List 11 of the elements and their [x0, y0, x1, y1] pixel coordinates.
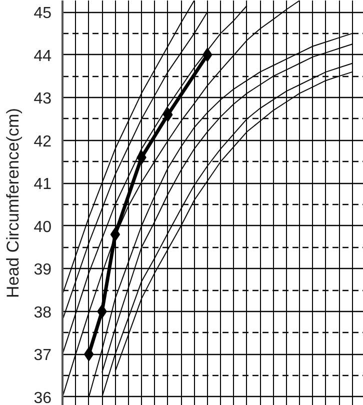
y-tick-label: 40	[34, 218, 52, 236]
y-tick-label: 41	[34, 176, 52, 194]
y-tick-label: 38	[34, 304, 52, 322]
y-tick-label: 36	[34, 390, 52, 405]
y-tick-label: 43	[34, 90, 52, 108]
y-tick-label: 45	[34, 5, 52, 22]
y-tick-label: 42	[34, 133, 52, 150]
y-tick-label: 37	[34, 347, 52, 364]
y-axis-title: Head Circumference(cm)	[4, 108, 23, 298]
y-tick-label: 39	[34, 262, 52, 279]
y-tick-label: 44	[34, 48, 52, 65]
